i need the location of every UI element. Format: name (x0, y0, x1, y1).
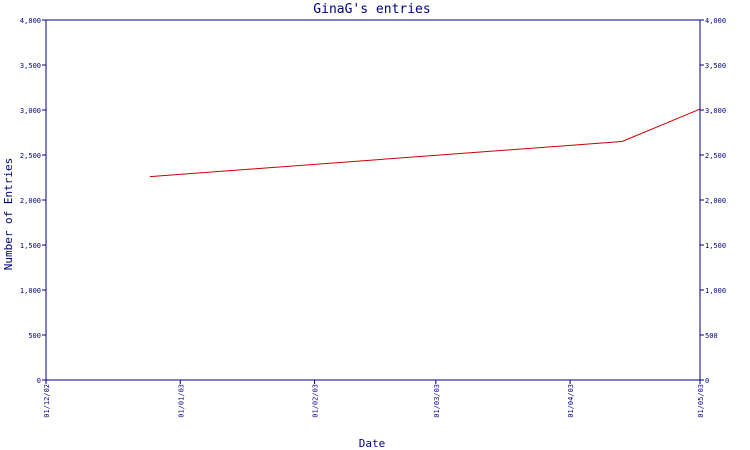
x-tick-label: 01/05/03 (697, 384, 705, 418)
y-tick-label-left: 2,000 (20, 197, 41, 205)
y-tick-label-left: 3,000 (20, 107, 41, 115)
y-tick-label-left: 4,000 (20, 17, 41, 25)
y-tick-label-right: 3,000 (705, 107, 726, 115)
y-tick-label-right: 4,000 (705, 17, 726, 25)
y-axis-label: Number of Entries (2, 158, 15, 271)
y-tick-label-right: 2,500 (705, 152, 726, 160)
chart-title: GinaG's entries (313, 2, 430, 17)
y-tick-label-right: 0 (705, 377, 709, 385)
y-tick-label-left: 2,500 (20, 152, 41, 160)
series-layer (149, 108, 701, 178)
y-tick-label-left: 1,000 (20, 287, 41, 295)
x-axis-label: Date (359, 437, 386, 450)
y-tick-label-right: 1,500 (705, 242, 726, 250)
x-axis-ticks: 01/12/02 01/01/03 01/02/03 01/03/03 01/04/03… (43, 380, 705, 418)
x-tick-label: 01/04/03 (567, 384, 575, 418)
x-tick-label: 01/12/02 (43, 384, 51, 418)
y-tick-label-left: 0 (37, 377, 41, 385)
x-tick-label: 01/01/03 (177, 384, 185, 418)
y-tick-label-left: 3,500 (20, 62, 41, 70)
plot-frame (45, 19, 701, 381)
x-tick-label: 01/02/03 (312, 384, 320, 418)
y-tick-label-right: 1,000 (705, 287, 726, 295)
y-axis-ticks: 0 0 500 500 1,000 1,000 1,500 1,500 2,000 2,000 2,… (20, 17, 726, 385)
y-tick-label-left: 500 (28, 332, 41, 340)
y-tick-label-right: 3,500 (705, 62, 726, 70)
y-tick-label-right: 2,000 (705, 197, 726, 205)
y-tick-label-right: 500 (705, 332, 718, 340)
x-tick-label: 01/03/03 (433, 384, 441, 418)
series-line (149, 108, 701, 178)
y-tick-label-left: 1,500 (20, 242, 41, 250)
